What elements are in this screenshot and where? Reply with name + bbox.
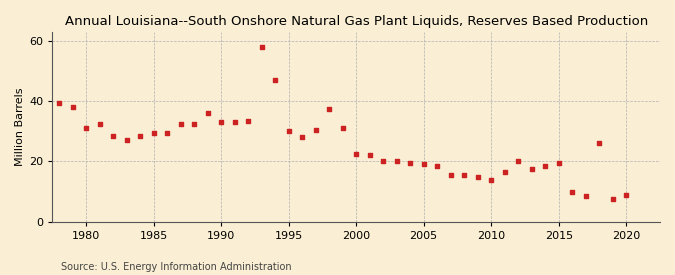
Point	[418, 162, 429, 167]
Point	[351, 152, 362, 156]
Point	[364, 153, 375, 158]
Point	[554, 161, 564, 165]
Point	[122, 138, 132, 143]
Point	[392, 159, 402, 164]
Point	[567, 189, 578, 194]
Point	[54, 101, 65, 105]
Point	[540, 164, 551, 168]
Point	[243, 119, 254, 123]
Point	[135, 134, 146, 138]
Point	[162, 131, 173, 135]
Point	[310, 128, 321, 132]
Point	[216, 120, 227, 125]
Point	[284, 129, 294, 134]
Text: Source: U.S. Energy Information Administration: Source: U.S. Energy Information Administ…	[61, 262, 292, 272]
Point	[378, 159, 389, 164]
Point	[472, 174, 483, 179]
Point	[526, 167, 537, 171]
Point	[148, 131, 159, 135]
Point	[256, 45, 267, 49]
Point	[432, 164, 443, 168]
Point	[95, 122, 105, 126]
Point	[580, 194, 591, 198]
Point	[338, 126, 348, 131]
Point	[81, 126, 92, 131]
Point	[500, 170, 510, 174]
Point	[621, 192, 632, 197]
Point	[608, 197, 618, 201]
Point	[405, 161, 416, 165]
Point	[446, 173, 456, 177]
Point	[486, 177, 497, 182]
Point	[230, 120, 240, 125]
Point	[513, 159, 524, 164]
Point	[270, 78, 281, 82]
Point	[68, 105, 78, 109]
Point	[189, 122, 200, 126]
Point	[324, 106, 335, 111]
Point	[176, 122, 186, 126]
Title: Annual Louisiana--South Onshore Natural Gas Plant Liquids, Reserves Based Produc: Annual Louisiana--South Onshore Natural …	[65, 15, 648, 28]
Point	[202, 111, 213, 116]
Point	[594, 141, 605, 145]
Y-axis label: Million Barrels: Million Barrels	[15, 87, 25, 166]
Point	[108, 134, 119, 138]
Point	[459, 173, 470, 177]
Point	[297, 135, 308, 140]
